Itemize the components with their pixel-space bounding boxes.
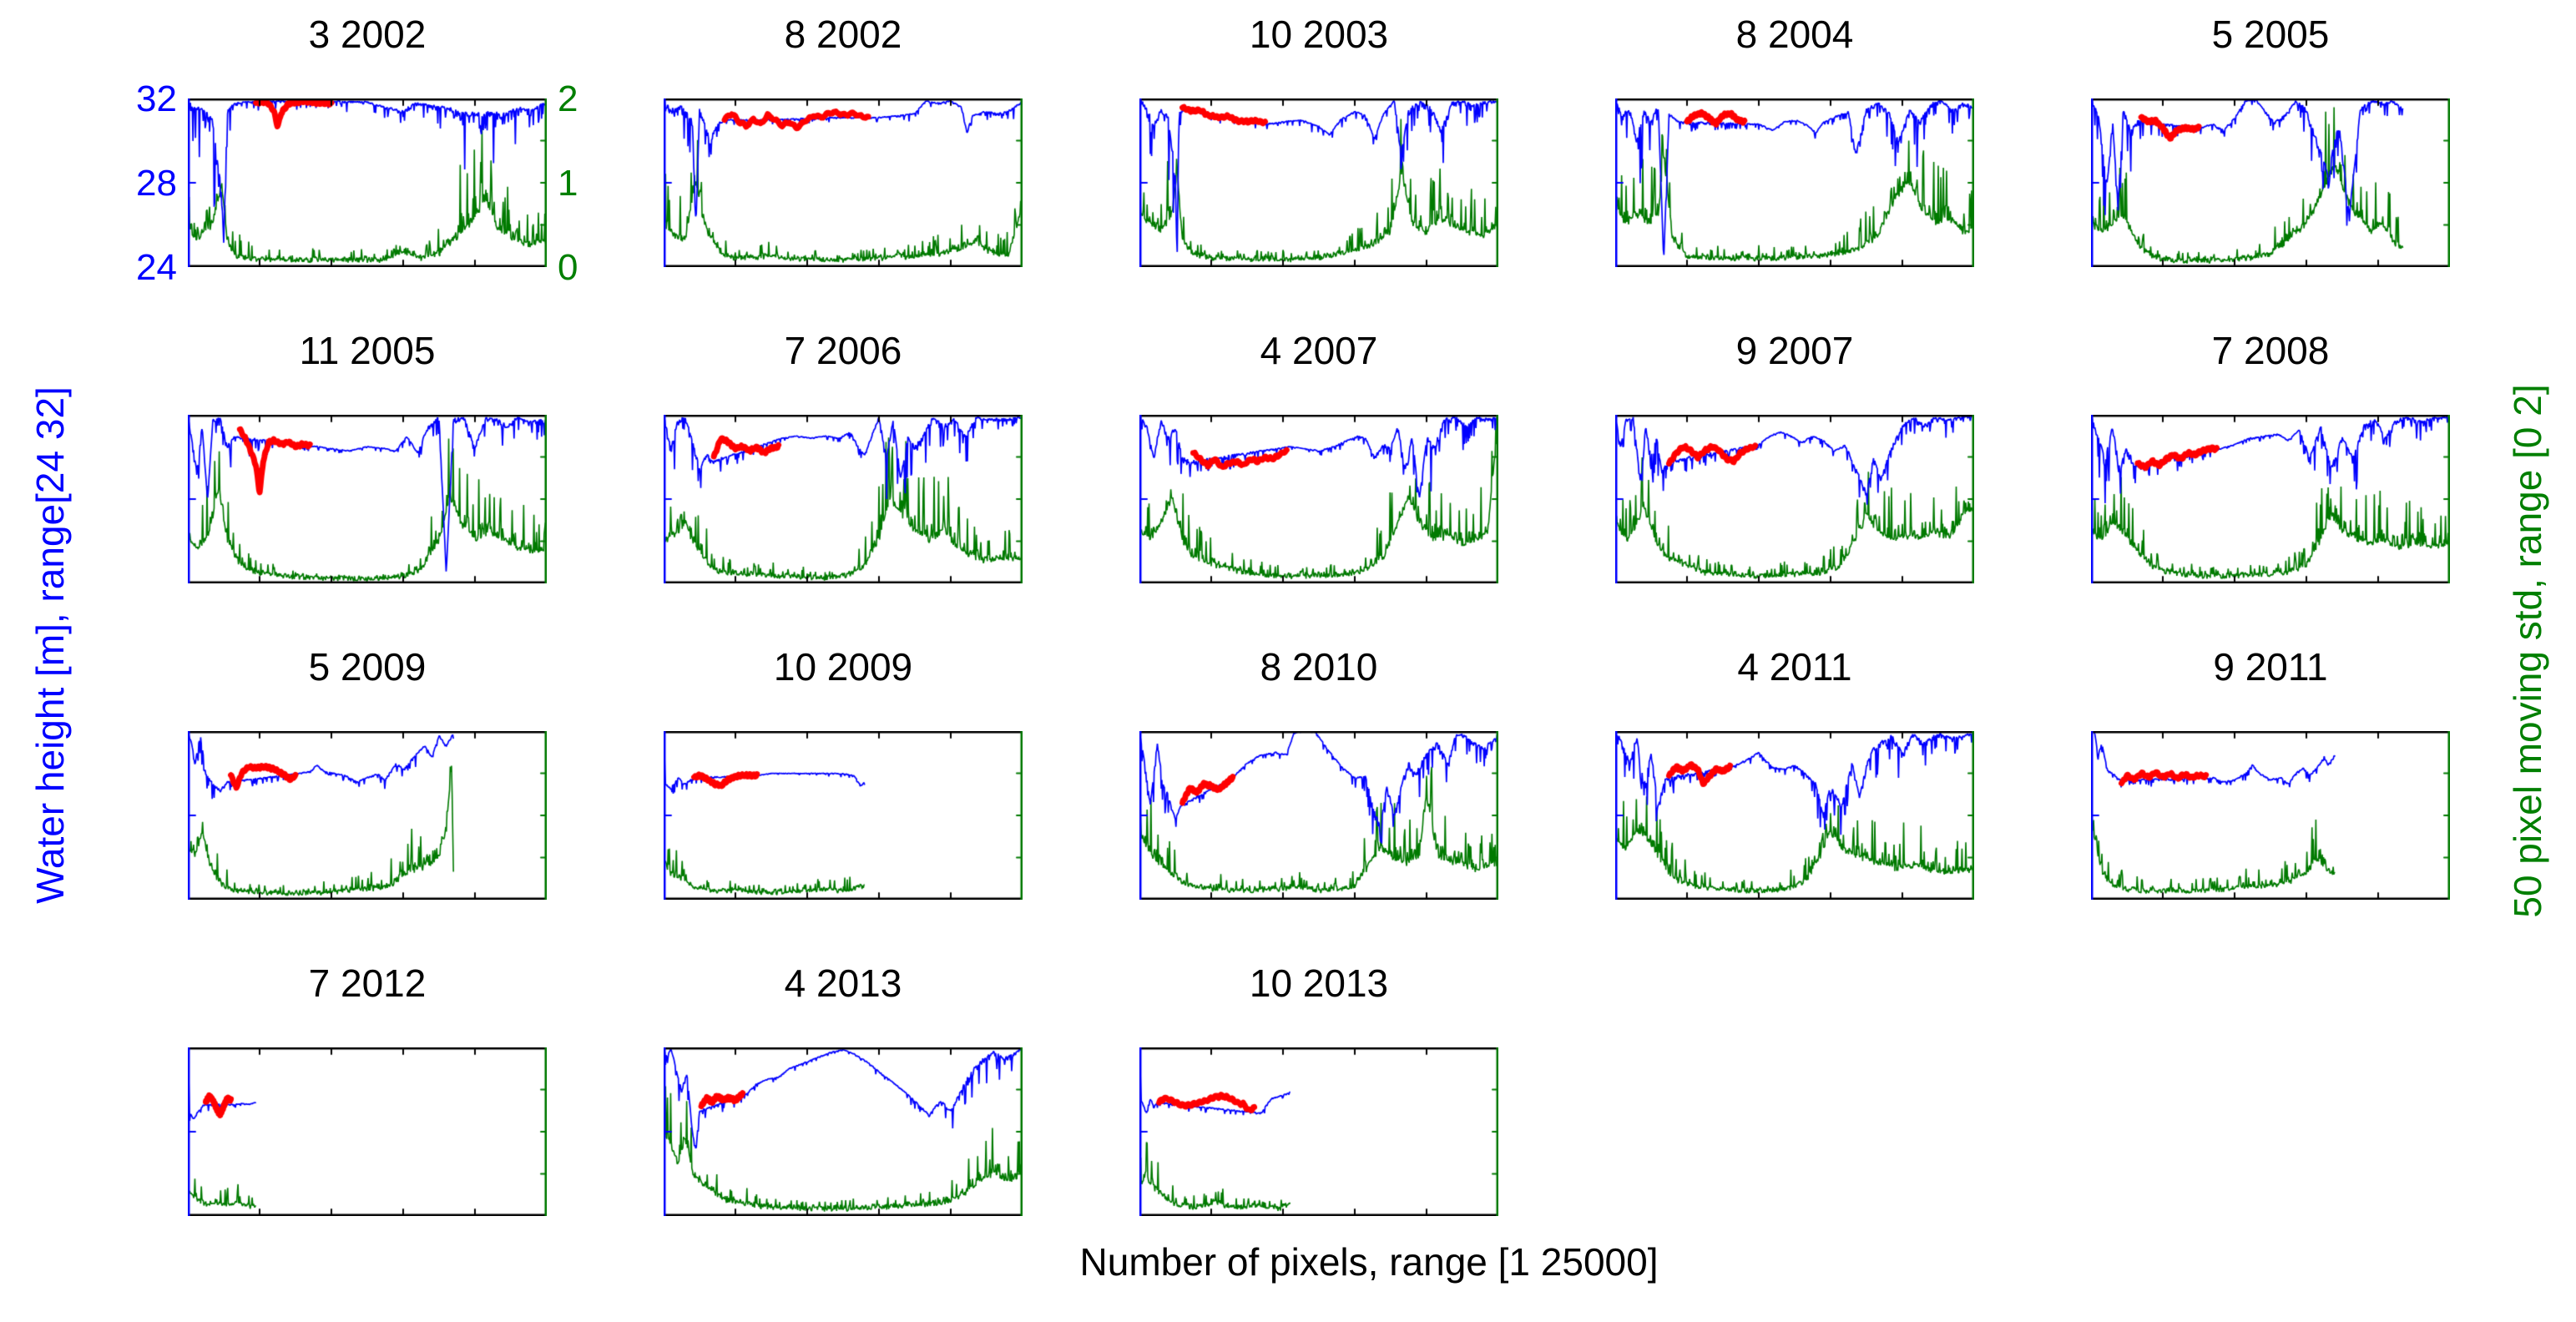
- subplot-title: 8 2002: [784, 13, 902, 56]
- subplot-title: 8 2010: [1260, 645, 1378, 689]
- subplot-title: 7 2012: [308, 961, 427, 1005]
- subplot-canvas: [664, 98, 1023, 267]
- subplot-canvas: [188, 731, 547, 900]
- subplot-title: 3 2002: [308, 13, 427, 56]
- subplot-title: 4 2007: [1260, 329, 1378, 372]
- subplot-title: 9 2007: [1735, 329, 1854, 372]
- subplot-7-2008: 7 2008: [2091, 329, 2450, 583]
- subplot-title: 8 2004: [1735, 13, 1854, 56]
- subplot-canvas: [2091, 98, 2450, 267]
- subplot-canvas: [1139, 98, 1498, 267]
- subplot-canvas: [1139, 1047, 1498, 1216]
- subplot-canvas: [664, 415, 1023, 583]
- subplot-9-2011: 9 2011: [2091, 645, 2450, 900]
- subplot-title: 7 2008: [2211, 329, 2330, 372]
- subplot-5-2005: 5 2005: [2091, 13, 2450, 267]
- subplot-3-2002: 3 2002: [188, 13, 547, 267]
- right-tick-label-0: 0: [558, 247, 578, 288]
- subplot-canvas: [1139, 415, 1498, 583]
- x-axis-label: Number of pixels, range [1 25000]: [1079, 1240, 1659, 1284]
- right-tick-label-1: 1: [558, 163, 578, 204]
- subplot-canvas: [664, 1047, 1023, 1216]
- subplot-title: 7 2006: [784, 329, 902, 372]
- subplot-canvas: [2091, 415, 2450, 583]
- left-tick-label-32: 32: [136, 78, 177, 119]
- subplot-title: 10 2009: [773, 645, 913, 689]
- subplot-title: 10 2003: [1249, 13, 1389, 56]
- subplot-4-2013: 4 2013: [664, 961, 1023, 1216]
- subplot-11-2005: 11 2005: [188, 329, 547, 583]
- subplot-canvas: [1615, 98, 1974, 267]
- subplot-5-2009: 5 2009: [188, 645, 547, 900]
- subplot-canvas: [664, 731, 1023, 900]
- subplot-canvas: [188, 1047, 547, 1216]
- subplot-8-2004: 8 2004: [1615, 13, 1974, 267]
- subplot-4-2007: 4 2007: [1139, 329, 1498, 583]
- subplot-4-2011: 4 2011: [1615, 645, 1974, 900]
- subplot-canvas: [188, 415, 547, 583]
- subplot-canvas: [188, 98, 547, 267]
- subplot-canvas: [1139, 731, 1498, 900]
- subplot-8-2002: 8 2002: [664, 13, 1023, 267]
- subplot-title: 11 2005: [299, 329, 436, 372]
- left-y-axis-label: Water height [m], range[24 32]: [28, 386, 72, 904]
- subplot-canvas: [2091, 731, 2450, 900]
- subplot-title: 4 2011: [1737, 645, 1852, 689]
- subplot-title: 4 2013: [784, 961, 902, 1005]
- subplot-10-2003: 10 2003: [1139, 13, 1498, 267]
- subplot-title: 10 2013: [1249, 961, 1389, 1005]
- subplot-7-2012: 7 2012: [188, 961, 547, 1216]
- subplot-title: 9 2011: [2213, 645, 2328, 689]
- subplot-8-2010: 8 2010: [1139, 645, 1498, 900]
- left-tick-label-28: 28: [136, 163, 177, 204]
- subplot-title: 5 2005: [2211, 13, 2330, 56]
- subplot-canvas: [1615, 415, 1974, 583]
- subplot-canvas: [1615, 731, 1974, 900]
- subplot-title: 5 2009: [308, 645, 427, 689]
- subplot-9-2007: 9 2007: [1615, 329, 1974, 583]
- right-y-axis-label: 50 pixel moving std, range [0 2]: [2506, 384, 2549, 918]
- subplot-7-2006: 7 2006: [664, 329, 1023, 583]
- subplot-10-2009: 10 2009: [664, 645, 1023, 900]
- right-tick-label-2: 2: [558, 78, 578, 119]
- left-tick-label-24: 24: [136, 247, 177, 288]
- subplot-10-2013: 10 2013: [1139, 961, 1498, 1216]
